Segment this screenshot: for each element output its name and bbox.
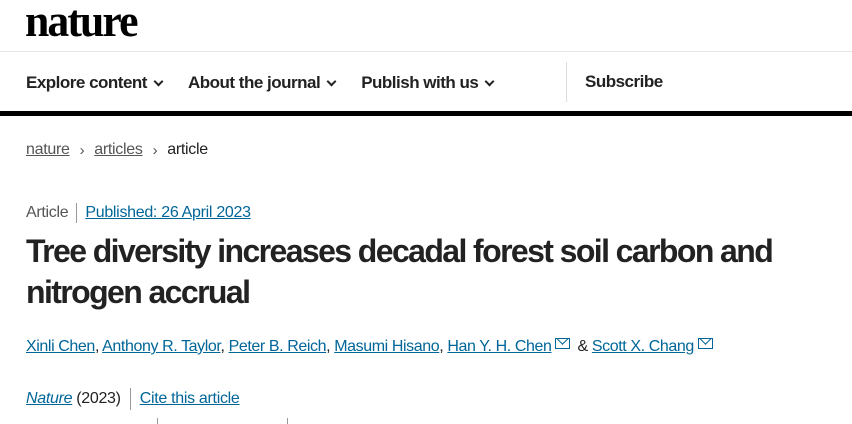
subscribe-link[interactable]: Subscribe xyxy=(585,72,663,91)
author-link[interactable]: Scott X. Chang xyxy=(591,338,694,355)
cite-this-article-link[interactable]: Cite this article xyxy=(139,390,240,407)
chevron-right-icon: › xyxy=(79,141,85,159)
main-nav: Explore content About the journal Publis… xyxy=(26,70,519,96)
citation-row: Nature (2023) Cite this article xyxy=(26,388,240,410)
separator: & xyxy=(573,338,592,355)
author-link[interactable]: Xinli Chen xyxy=(26,338,95,355)
article-title: Tree diversity increases decadal forest … xyxy=(26,233,774,310)
chevron-down-icon xyxy=(153,76,164,86)
header-bar xyxy=(0,111,852,116)
nav-publish-with-us[interactable]: Publish with us xyxy=(361,73,495,93)
metrics-divider xyxy=(157,418,158,424)
nav-label: Publish with us xyxy=(361,73,479,92)
breadcrumb: nature › articles › article xyxy=(26,141,208,159)
nav-explore-content[interactable]: Explore content xyxy=(26,73,164,93)
email-icon[interactable] xyxy=(697,338,713,349)
author-link[interactable]: Masumi Hisano xyxy=(334,338,440,355)
chevron-right-icon: › xyxy=(152,141,158,159)
breadcrumb-articles[interactable]: articles xyxy=(94,141,143,158)
header-divider xyxy=(0,51,852,52)
article-type: Article xyxy=(26,203,78,223)
metrics-divider xyxy=(287,418,288,424)
breadcrumb-nature[interactable]: nature xyxy=(26,141,70,158)
chevron-down-icon xyxy=(326,76,337,86)
nav-label: About the journal xyxy=(187,73,321,92)
chevron-down-icon xyxy=(484,76,495,86)
nav-divider xyxy=(566,62,567,102)
published-date-link[interactable]: Published: 26 April 2023 xyxy=(85,204,251,221)
separator: , xyxy=(326,338,335,355)
nav-about-journal[interactable]: About the journal xyxy=(187,73,337,93)
email-icon[interactable] xyxy=(555,338,571,349)
nav-label: Explore content xyxy=(26,73,147,92)
author-link[interactable]: Han Y. H. Chen xyxy=(447,338,552,355)
separator: , xyxy=(94,338,103,355)
separator: , xyxy=(439,338,448,355)
author-link[interactable]: Peter B. Reich xyxy=(228,338,327,355)
nature-logo[interactable]: nature xyxy=(25,0,139,46)
separator: , xyxy=(220,338,229,355)
author-list: Xinli Chen, Anthony R. Taylor, Peter B. … xyxy=(26,338,716,356)
journal-link[interactable]: Nature xyxy=(26,390,73,407)
author-link[interactable]: Anthony R. Taylor xyxy=(102,338,221,355)
article-meta: Article Published: 26 April 2023 xyxy=(26,203,251,223)
publication-year: (2023) xyxy=(76,388,131,410)
breadcrumb-current: article xyxy=(167,141,208,158)
